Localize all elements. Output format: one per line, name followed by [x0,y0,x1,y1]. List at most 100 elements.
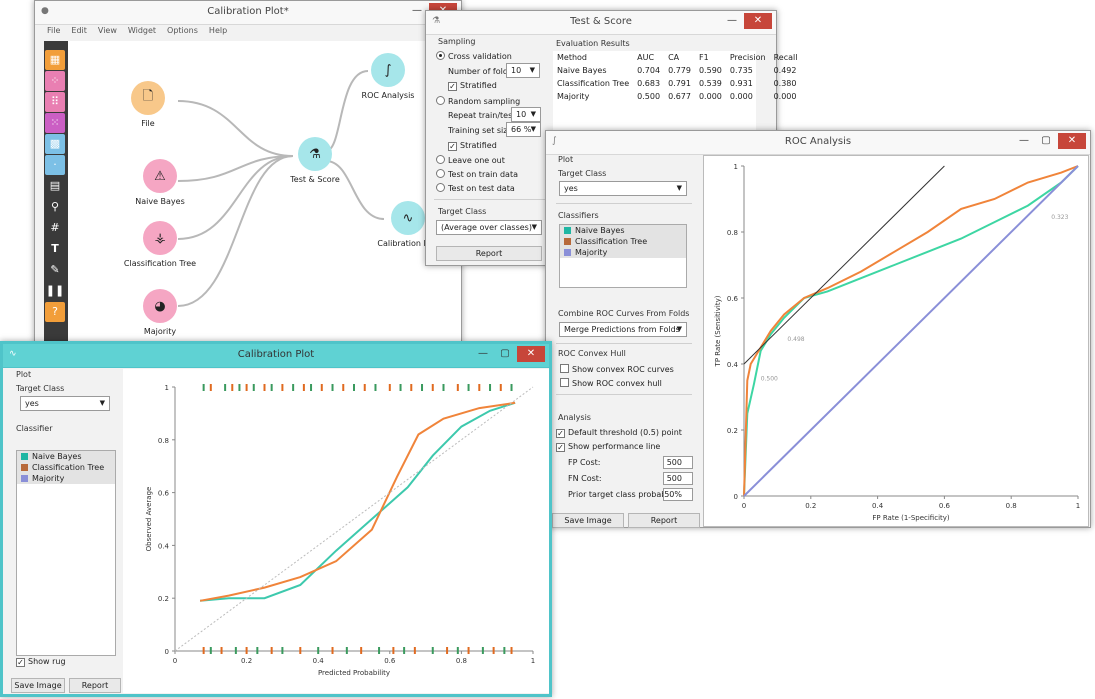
test-on-test-radio[interactable]: Test on test data [436,183,515,193]
combine-select[interactable]: Merge Predictions from Folds ▼ [559,322,687,337]
cal-target-class-select[interactable]: yes ▼ [20,396,110,411]
leave-one-out-radio[interactable]: Leave one out [436,155,505,165]
maximize-icon[interactable]: ▢ [500,348,510,359]
menu-view[interactable]: View [97,26,117,35]
roc-target-class-select[interactable]: yes ▼ [559,181,687,196]
node-file[interactable]: 🗋 File [108,81,188,128]
minimize-icon[interactable]: — [1019,135,1029,146]
hash-icon[interactable]: # [50,221,60,234]
stratified-checkbox-2[interactable]: ✓ Stratified [448,141,497,151]
close-icon[interactable]: ✕ [517,346,545,362]
fp-cost-label: FP Cost: [568,458,601,467]
close-icon[interactable]: ✕ [744,13,772,29]
list-item[interactable]: Majority [17,473,115,484]
column-header[interactable]: CA [668,53,680,62]
random-sampling-radio[interactable]: Random sampling [436,96,520,106]
series-line-classification-tree [743,165,1079,497]
list-item[interactable]: Majority [560,247,686,258]
chevron-down-icon: ▼ [530,110,536,118]
roc-target-class-label: Target Class [558,169,607,178]
table-cell: 0.677 [668,92,691,101]
text-icon[interactable]: T [51,242,59,255]
menu-edit[interactable]: Edit [71,26,87,35]
repeat-select[interactable]: 10 ▼ [511,107,541,122]
mosaic-icon[interactable]: ⁙ [45,113,65,133]
column-header[interactable]: AUC [637,53,655,62]
show-convex-curves-checkbox[interactable]: Show convex ROC curves [560,364,674,374]
cal-save-image-button[interactable]: Save Image [11,678,65,693]
roc-classifier-list[interactable]: Naive Bayes Classification Tree Majority [559,224,687,288]
node-majority[interactable]: ◕ Majority [120,289,200,336]
pen-icon[interactable]: ✎ [50,263,60,276]
scatter-icon[interactable]: ⁘ [45,71,65,91]
prior-spinbox[interactable]: 50% [663,488,693,501]
training-size-select[interactable]: 66 % ▼ [506,122,541,137]
pause-icon[interactable]: ❚❚ [45,284,65,297]
menu-file[interactable]: File [47,26,61,35]
minimize-icon[interactable]: — [412,5,422,16]
show-rug-checkbox[interactable]: ✓ Show rug [16,657,66,667]
report-button[interactable]: Report [436,246,542,261]
table-icon[interactable]: ▦ [45,50,65,70]
list-item[interactable]: Classification Tree [560,236,686,247]
cal-report-button[interactable]: Report [69,678,121,693]
minimize-icon[interactable]: — [478,348,488,359]
roc-plot[interactable]: 0 0.2 0.4 0.6 0.8 1 0 0.2 0.4 0.6 0.8 1 FP Rate (1-S… [703,155,1089,527]
distribution-icon[interactable]: ⠿ [45,92,65,112]
menu-options[interactable]: Options [167,26,198,35]
target-class-select[interactable]: (Average over classes) ▼ [436,220,542,235]
cross-validation-radio[interactable]: Cross validation [436,51,512,61]
table-row[interactable]: Naive Bayes 0.704 0.779 0.590 0.735 0.492 [553,64,801,77]
column-header[interactable]: Recall [773,53,798,62]
calibration-plot[interactable]: 0 0.2 0.4 0.6 0.8 1 0 0.2 0.4 0.6 0.8 1 Predicted Pr… [123,369,549,693]
heatmap-icon[interactable]: ▩ [45,134,65,154]
node-classification-tree[interactable]: ⚶ Classification Tree [110,221,210,268]
target-class-label: Target Class [438,207,487,216]
roc-titlebar[interactable]: ∫ ROC Analysis — ▢ ✕ [546,131,1090,155]
x-tick-label: 0.2 [805,502,816,510]
menu-widget[interactable]: Widget [127,26,157,35]
show-convex-hull-checkbox[interactable]: Show ROC convex hull [560,378,662,388]
help-icon[interactable]: ? [45,302,65,322]
combine-label: Combine ROC Curves From Folds [558,309,690,318]
list-item[interactable]: Classification Tree [17,462,115,473]
node-calibration-plot[interactable]: ∿ Calibration Plot [368,201,448,248]
table-cell: Classification Tree [557,79,630,88]
test-on-train-radio[interactable]: Test on train data [436,169,518,179]
node-naive-bayes[interactable]: ⚠ Naive Bayes [120,159,200,206]
table-cell: 0.590 [698,66,722,75]
roc-report-button[interactable]: Report [628,513,700,528]
maximize-icon[interactable]: ▢ [1041,135,1051,146]
show-performance-checkbox[interactable]: ✓ Show performance line [556,442,661,452]
menu-help[interactable]: Help [208,26,228,35]
minimize-icon[interactable]: — [727,15,737,26]
naive-bayes-icon: ⚠ [143,159,177,193]
node-roc-analysis[interactable]: ∫ ROC Analysis [353,53,423,100]
x-tick-label: 0.2 [241,657,252,665]
column-header[interactable]: F1 [698,53,709,62]
folds-select[interactable]: 10 ▼ [506,63,540,78]
column-header[interactable]: Method [557,53,588,62]
close-icon[interactable]: ✕ [1058,133,1086,149]
search-icon[interactable]: ⚲ [50,200,60,213]
dots-icon[interactable]: · [45,155,65,175]
x-tick-label: 0.6 [939,502,951,510]
node-test-score[interactable]: ⚗ Test & Score [270,137,360,184]
test-score-titlebar[interactable]: ⚗ Test & Score — ✕ [426,11,776,35]
column-header[interactable]: Precision [729,53,766,62]
fn-cost-spinbox[interactable]: 500 [663,472,693,485]
document-icon[interactable]: ▤ [49,179,61,192]
canvas-titlebar[interactable]: ● Calibration Plot* — ✕ [35,1,461,25]
list-item[interactable]: Naive Bayes [560,225,686,236]
table-row[interactable]: Classification Tree 0.683 0.791 0.539 0.931 0… [553,77,801,90]
table-row[interactable]: Majority 0.500 0.677 0.000 0.000 0.000 [553,90,801,103]
calibration-titlebar[interactable]: ∿ Calibration Plot — ▢ ✕ [3,344,549,368]
default-threshold-checkbox[interactable]: ✓ Default threshold (0.5) point [556,428,682,438]
roc-save-image-button[interactable]: Save Image [552,513,624,528]
cal-classifier-list[interactable]: Naive Bayes Classification Tree Majority [16,450,116,656]
fp-cost-spinbox[interactable]: 500 [663,456,693,469]
workflow-canvas[interactable]: 🗋 File ⚠ Naive Bayes ⚶ Classification Tr… [68,41,461,343]
list-item[interactable]: Naive Bayes [17,451,115,462]
stratified-checkbox-1[interactable]: ✓ Stratified [448,81,497,91]
convex-hull-label: ROC Convex Hull [558,349,626,358]
